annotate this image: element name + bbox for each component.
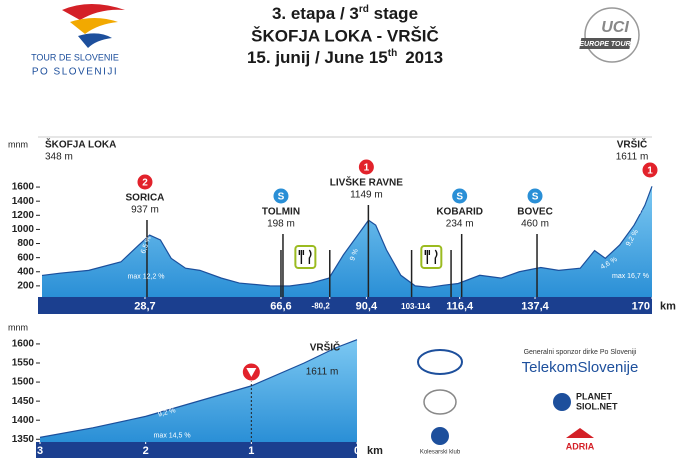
profile-line	[41, 186, 653, 288]
x-tick-label: 116,4	[446, 300, 474, 312]
y-tick-label: 200	[17, 281, 34, 292]
badge	[136, 173, 154, 191]
badge-text: S	[532, 192, 539, 203]
uci-text: UCI	[601, 19, 629, 36]
y-tick-label: 1450	[12, 396, 35, 407]
stage-title: 3. etapa / 3rd stage	[272, 4, 418, 24]
x-tick-label: 90,4	[356, 300, 378, 312]
profile-area	[42, 186, 652, 297]
point-name: VRŠIČ	[617, 138, 648, 151]
year: 2013	[405, 48, 443, 67]
club-text: Kolesarski klub	[420, 450, 461, 456]
point-elev: 937 m	[131, 205, 159, 216]
x-tick-label: 28,7	[134, 300, 155, 312]
y-tick-label: 1500	[12, 377, 35, 388]
point-elev: 460 m	[521, 219, 549, 230]
finish-triangle	[246, 368, 257, 377]
feed-zone-label: 103-114	[401, 302, 430, 311]
x-tick-label: 1	[248, 445, 254, 457]
gradient-label: 9,2 %	[157, 407, 176, 418]
y-unit: mnm	[8, 322, 28, 332]
point-name: KOBARID	[436, 207, 483, 218]
y-tick-label: 1350	[12, 434, 35, 445]
point-elev: 198 m	[267, 219, 295, 230]
logo-text: TOUR DE SLOVENIE	[31, 52, 119, 62]
uci-logo: UCI EUROPE TOUR	[579, 7, 640, 63]
x-tick-label: 3	[37, 445, 43, 457]
sponsors: Kolesarski klub Generalni sponzor dirke …	[417, 349, 639, 456]
date-sup: th	[388, 48, 397, 59]
finish-elev: 1611 m	[306, 367, 339, 378]
badge-text: 1	[647, 166, 653, 177]
y-tick-label: 400	[17, 266, 34, 277]
uci-subtext: EUROPE TOUR	[579, 41, 630, 48]
y-tick-label: 1600	[12, 339, 35, 350]
feed-zone-icon	[294, 245, 317, 269]
point-name: BOVEC	[517, 207, 553, 218]
y-tick-label: 1000	[12, 224, 35, 235]
badge-text: 1	[364, 163, 370, 174]
point-elev: 1149 m	[350, 190, 383, 201]
x-tick-label: 170	[632, 300, 650, 312]
gradient-label: max 14,5 %	[154, 432, 191, 439]
gradient-label: max 16,7 %	[612, 273, 649, 280]
x-tick-label: 0	[354, 445, 360, 457]
profile-area	[40, 339, 357, 442]
badge	[272, 187, 290, 205]
badge-text: S	[278, 192, 285, 203]
date: 15. junij / June 15th 2013	[247, 48, 443, 68]
point-elev: 234 m	[446, 219, 474, 230]
badge-text: 2	[142, 178, 148, 189]
y-tick-label: 1600	[12, 182, 35, 193]
gradient-label: 9 %	[349, 248, 360, 262]
stage-number: 3. etapa / 3	[272, 4, 359, 23]
badge	[526, 187, 544, 205]
badge	[357, 158, 375, 176]
stage-word: stage	[369, 4, 418, 23]
sponsor-telekom: TelekomSlovenije	[522, 359, 639, 376]
km-band	[38, 297, 652, 314]
feed-zone-icon	[420, 245, 443, 269]
fork-knife	[298, 249, 312, 264]
km-band	[36, 442, 357, 458]
sponsor-planet: PLANET	[576, 391, 613, 401]
point-name: SORICA	[126, 193, 165, 204]
gradient-label: max 12,2 %	[128, 274, 165, 281]
badge-text: S	[456, 192, 463, 203]
badge	[641, 161, 659, 179]
point-name: LIVŠKE RAVNE	[330, 176, 403, 189]
tour-logo: TOUR DE SLOVENIE PO SLOVENIJI	[31, 4, 125, 78]
start-elev: 348 m	[45, 152, 73, 163]
y-tick-label: 1400	[12, 415, 35, 426]
y-tick-label: 1200	[12, 210, 35, 221]
x-unit: km	[660, 300, 676, 312]
profile-line	[39, 339, 358, 438]
fork-knife	[424, 249, 438, 264]
x-unit: km	[367, 445, 383, 457]
point-name: TOLMIN	[262, 207, 300, 218]
point-elev: 1611 m	[616, 152, 649, 163]
y-unit: mnm	[8, 139, 28, 149]
start-name: ŠKOFJA LOKA	[45, 138, 116, 151]
badge	[451, 187, 469, 205]
sponsor-adria: ADRIA	[566, 441, 595, 451]
y-tick-label: 800	[17, 238, 34, 249]
y-tick-label: 1400	[12, 196, 35, 207]
y-tick-label: 1550	[12, 358, 35, 369]
date-text: 15. junij / June 15	[247, 48, 388, 67]
stage-sup: rd	[359, 4, 369, 15]
x-tick-label: 66,6	[270, 300, 291, 312]
route: ŠKOFJA LOKA - VRŠIČ	[251, 26, 439, 45]
x-tick-label: -80,2	[312, 302, 331, 311]
logo-subtext: PO SLOVENIJI	[32, 67, 118, 78]
y-tick-label: 600	[17, 252, 34, 263]
finish-name: VRŠIČ	[310, 341, 341, 354]
x-tick-label: 2	[143, 445, 149, 457]
x-tick-label: 137,4	[521, 300, 549, 312]
sponsor-siol: SIOL.NET	[576, 401, 618, 411]
sponsor-general: Generalni sponzor dirke Po Sloveniji	[524, 349, 637, 356]
